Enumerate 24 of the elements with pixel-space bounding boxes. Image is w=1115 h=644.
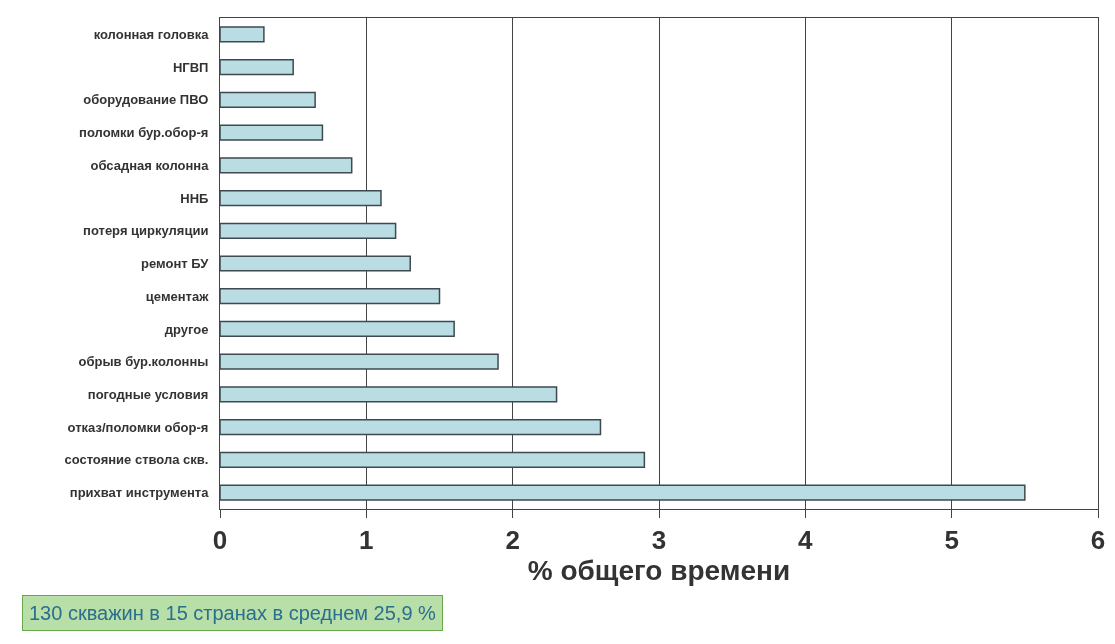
y-tick-label: цементаж bbox=[145, 288, 210, 304]
y-tick-label: состояние ствола скв. bbox=[64, 452, 209, 468]
text: 130 скважин в 15 странах в среднем 25,9 % bbox=[29, 602, 437, 624]
x-axis-title: % общего времени bbox=[527, 555, 791, 587]
y-tick-label: ремонт БУ bbox=[141, 256, 210, 272]
y-tick-label: погодные условия bbox=[87, 386, 209, 402]
y-tick-label: другое bbox=[164, 321, 209, 337]
y-tick-label: ННБ bbox=[180, 190, 209, 206]
x-tick-label: 0 bbox=[212, 525, 228, 556]
x-tick-label: 5 bbox=[944, 525, 959, 556]
y-tick-label: отказ/поломки обор-я bbox=[67, 419, 209, 435]
x-tick-label: 2 bbox=[505, 525, 520, 556]
y-tick-label: НГВП bbox=[172, 59, 209, 75]
y-tick-label: обрыв бур.колонны bbox=[78, 354, 209, 370]
x-tick-label: 3 bbox=[651, 525, 667, 556]
y-tick-label: колонная головка bbox=[93, 26, 210, 42]
y-tick-label: прихват инструмента bbox=[69, 485, 210, 501]
x-tick-label: 1 bbox=[359, 525, 374, 556]
y-tick-label: оборудование ПВО bbox=[83, 92, 209, 108]
y-tick-label: поломки бур.обор-я bbox=[79, 125, 209, 141]
x-tick-label: 6 bbox=[1090, 525, 1106, 556]
x-tick-label: 4 bbox=[798, 525, 814, 556]
y-tick-label: обсадная колонна bbox=[90, 157, 210, 173]
y-tick-label: потеря циркуляции bbox=[83, 223, 209, 239]
